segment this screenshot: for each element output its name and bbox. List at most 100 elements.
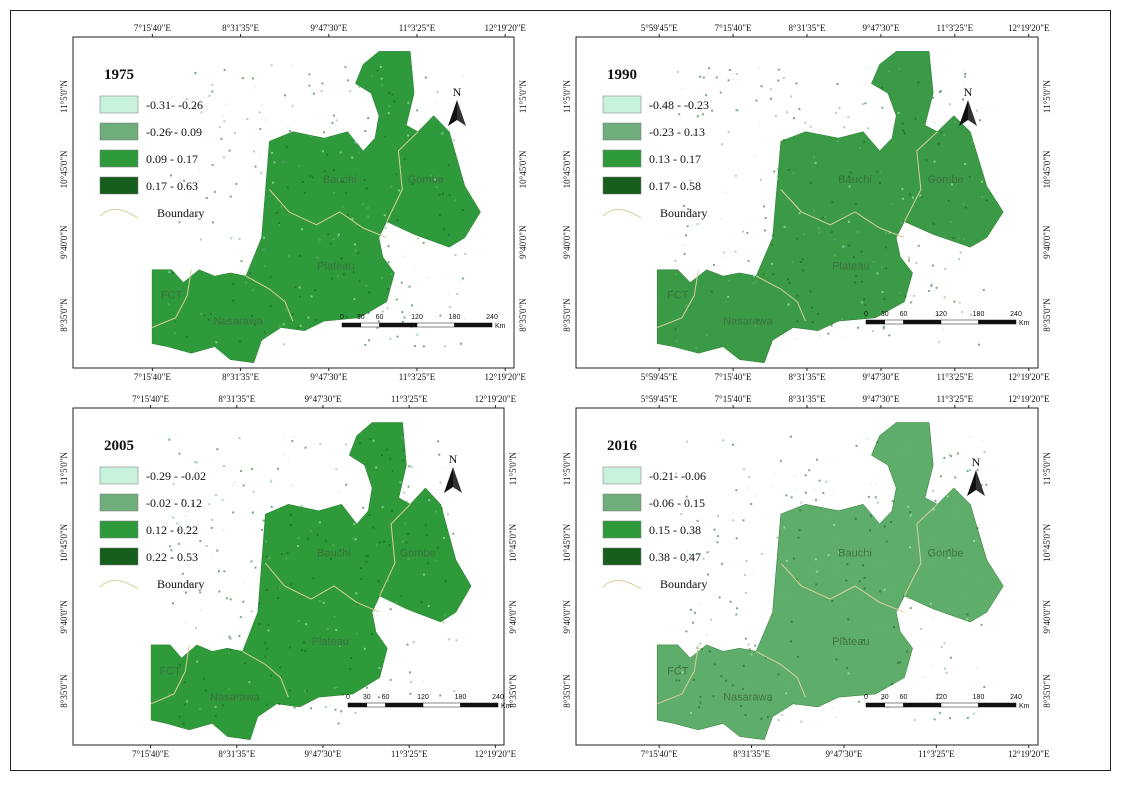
ndvi-speckle	[308, 84, 311, 87]
ndvi-speckle	[776, 168, 779, 171]
ndvi-speckle	[191, 503, 194, 506]
ndvi-speckle	[770, 97, 772, 100]
ndvi-speckle	[773, 170, 776, 173]
ndvi-speckle	[981, 439, 983, 442]
ndvi-speckle	[169, 515, 172, 518]
ndvi-speckle	[930, 284, 933, 287]
ndvi-speckle	[168, 271, 171, 273]
ndvi-speckle	[228, 149, 231, 152]
ndvi-speckle	[949, 103, 951, 106]
ndvi-speckle	[963, 82, 965, 85]
ndvi-speckle	[363, 179, 366, 181]
ndvi-speckle	[865, 67, 868, 70]
region-label-gombe: Gombe	[928, 174, 964, 186]
bottom-longitude-label: 8°31'35"E	[733, 749, 770, 759]
ndvi-speckle	[674, 273, 677, 276]
ndvi-speckle	[747, 643, 750, 646]
ndvi-speckle	[870, 483, 873, 486]
ndvi-speckle	[407, 485, 410, 488]
ndvi-speckle	[388, 544, 391, 547]
ndvi-speckle	[252, 77, 254, 80]
ndvi-speckle	[902, 197, 904, 200]
ndvi-speckle	[742, 664, 745, 667]
study-area-ndvi-map	[151, 51, 481, 364]
ndvi-speckle	[279, 325, 282, 328]
ndvi-speckle	[352, 537, 355, 540]
ndvi-speckle	[199, 539, 202, 542]
ndvi-speckle	[888, 334, 891, 337]
state-boundary-line	[265, 562, 380, 613]
ndvi-speckle	[923, 517, 926, 519]
top-longitude-label: 8°31'35"E	[222, 23, 259, 33]
ndvi-speckle	[882, 325, 885, 328]
ndvi-speckle	[809, 125, 812, 128]
ndvi-speckle	[290, 583, 292, 586]
ndvi-speckle	[946, 495, 949, 498]
ndvi-speckle	[438, 214, 441, 216]
ndvi-speckle	[262, 248, 265, 251]
ndvi-speckle	[297, 545, 299, 547]
ndvi-speckle	[223, 465, 225, 467]
ndvi-speckle	[719, 91, 722, 94]
ndvi-speckle	[890, 202, 893, 205]
ndvi-speckle	[800, 720, 803, 723]
ndvi-speckle	[321, 82, 324, 85]
ndvi-speckle	[376, 614, 378, 617]
ndvi-speckle	[953, 300, 956, 303]
state-boundary-line	[657, 644, 699, 705]
ndvi-speckle	[194, 461, 196, 464]
ndvi-speckle	[329, 704, 332, 707]
ndvi-speckle	[813, 209, 816, 212]
ndvi-speckle	[875, 483, 878, 486]
ndvi-speckle	[454, 254, 457, 256]
ndvi-speckle	[228, 651, 231, 654]
ndvi-speckle	[836, 83, 839, 85]
legend-label: 0.17 - 0.63	[146, 179, 198, 193]
ndvi-speckle	[718, 596, 721, 599]
ndvi-speckle	[407, 134, 410, 137]
right-latitude-label: 10°45'0"N	[518, 150, 528, 188]
ndvi-speckle	[316, 533, 319, 536]
ndvi-speckle	[777, 68, 780, 71]
ndvi-speckle	[906, 447, 908, 450]
ndvi-speckle	[204, 689, 207, 692]
ndvi-speckle	[172, 516, 175, 519]
ndvi-speckle	[380, 77, 383, 80]
ndvi-speckle	[426, 534, 429, 536]
ndvi-speckle	[785, 559, 788, 562]
ndvi-speckle	[356, 602, 359, 605]
ndvi-speckle	[824, 215, 827, 218]
ndvi-speckle	[310, 135, 313, 138]
state-boundary-line	[151, 269, 192, 328]
ndvi-speckle	[327, 233, 330, 236]
ndvi-speckle	[879, 590, 882, 593]
ndvi-speckle	[358, 151, 361, 154]
ndvi-speckle	[833, 523, 836, 526]
ndvi-speckle	[216, 549, 219, 552]
ndvi-speckle	[814, 558, 817, 561]
ndvi-speckle	[323, 170, 326, 173]
ndvi-speckle	[333, 114, 335, 117]
ndvi-speckle	[699, 516, 702, 519]
state-boundary-line	[242, 650, 289, 698]
ndvi-speckle	[243, 662, 246, 665]
ndvi-speckle	[319, 443, 322, 446]
ndvi-speckle	[773, 473, 776, 476]
ndvi-speckle	[331, 277, 334, 280]
ndvi-speckle	[359, 567, 362, 569]
ndvi-speckle	[371, 632, 374, 635]
ndvi-speckle	[395, 173, 398, 176]
top-longitude-label: 7°15'40"E	[715, 23, 752, 33]
ndvi-speckle	[722, 256, 725, 259]
ndvi-speckle	[181, 572, 184, 575]
ndvi-speckle	[781, 714, 784, 717]
ndvi-speckle	[305, 623, 308, 626]
ndvi-speckle	[455, 639, 458, 642]
ndvi-speckle	[949, 656, 952, 659]
map-year-title: 2005	[104, 438, 134, 454]
ndvi-speckle	[381, 454, 383, 456]
ndvi-speckle	[742, 519, 745, 522]
ndvi-speckle	[259, 212, 262, 215]
legend-label: 0.17 - 0.58	[649, 179, 701, 193]
ndvi-speckle	[954, 476, 957, 479]
